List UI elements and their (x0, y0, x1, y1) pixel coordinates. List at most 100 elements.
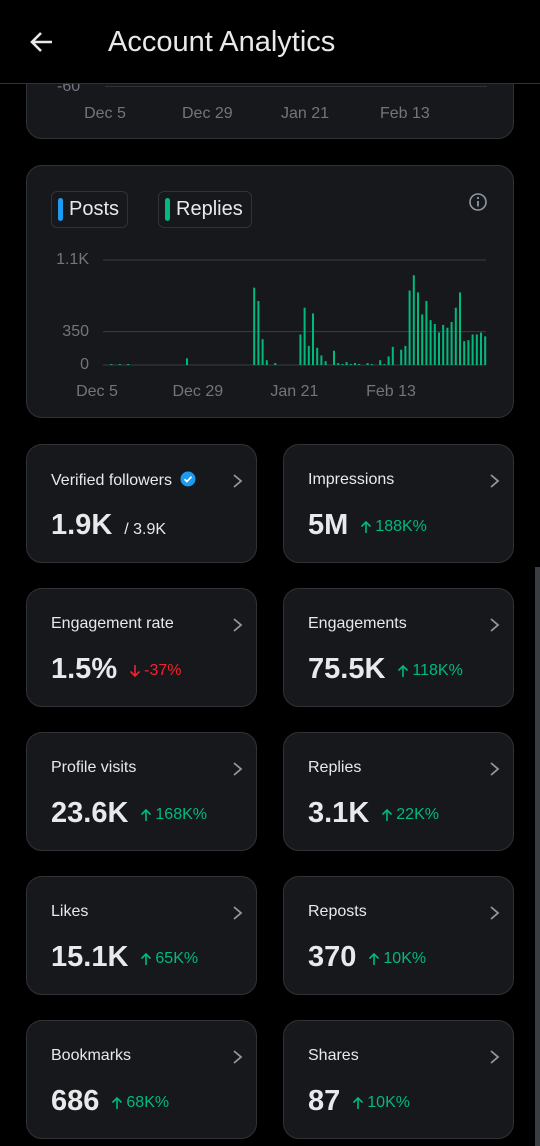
metric-value-row: 370 10K% (308, 941, 426, 974)
metric-value-row: 1.9K / 3.9K (51, 509, 166, 542)
change-arrow (130, 665, 141, 678)
bar (337, 363, 340, 365)
metric-change-text: -37% (144, 662, 182, 679)
bar (316, 347, 319, 365)
legend-swatch (58, 198, 63, 221)
metric-label: Engagements (308, 615, 407, 632)
change-arrow (141, 808, 152, 821)
change-arrow (369, 952, 380, 965)
bar (341, 364, 344, 365)
chart-card (26, 165, 514, 418)
bar (421, 314, 424, 365)
bar (459, 292, 461, 365)
change-arrow (141, 952, 152, 965)
grid-line (105, 86, 487, 87)
metric-label: Replies (308, 759, 362, 776)
metric-value-row: 75.5K 118K% (308, 653, 463, 686)
metric-card[interactable]: Likes 15.1K 65K% (26, 876, 257, 995)
chevron (490, 474, 500, 488)
bar (349, 364, 352, 365)
bar (475, 334, 478, 365)
legend-item[interactable]: Posts (51, 191, 129, 228)
back-button[interactable] (28, 28, 56, 56)
chevron (490, 1050, 500, 1064)
bar (454, 307, 457, 365)
change-arrow (398, 664, 409, 677)
bar (110, 364, 113, 365)
metric-card[interactable]: Reposts 370 10K% (283, 876, 514, 995)
chevron-box (230, 617, 244, 638)
metric-card[interactable]: Verified followers 1.9K / 3.9K (26, 444, 257, 563)
bar (425, 301, 428, 365)
bar (370, 364, 373, 365)
x-tick-label: Dec 29 (182, 105, 233, 122)
chevron (490, 906, 500, 920)
bar (379, 360, 382, 365)
verified-badge (180, 471, 196, 487)
metric-value: 87 (308, 1085, 341, 1117)
x-tick-label: Jan 21 (270, 383, 318, 400)
metric-card[interactable]: Bookmarks 686 68K% (26, 1020, 257, 1139)
y-tick-label: 0 (80, 356, 89, 373)
bar (429, 320, 432, 365)
metric-change-text: 68K% (126, 1094, 170, 1111)
metric-value-row: 87 10K% (308, 1085, 410, 1118)
info-icon[interactable] (468, 192, 488, 212)
legend-swatch (165, 198, 170, 221)
bar (400, 349, 403, 365)
bar (345, 362, 348, 365)
metric-change-text: 118K% (412, 662, 463, 679)
metric-card[interactable]: Shares 87 10K% (283, 1020, 514, 1139)
chevron-box (487, 1049, 501, 1070)
metric-card[interactable]: Replies 3.1K 22K% (283, 732, 514, 851)
chart: 0 350 1.1K Dec 5 Dec 29 Jan 21 Feb 13 (56, 251, 487, 400)
metric-value-row: 23.6K 168K% (51, 797, 207, 830)
x-tick-label: Jan 21 (281, 105, 330, 122)
bar (433, 323, 436, 365)
legend-item[interactable]: Replies (158, 191, 252, 228)
metric-change-text: 168K% (155, 806, 207, 823)
metric-value: 75.5K (308, 653, 386, 685)
chevron-box (230, 1049, 244, 1070)
bar (463, 341, 466, 365)
metric-change-text: 188K% (375, 518, 427, 535)
x-tick-label: Feb 13 (380, 105, 430, 122)
bar (391, 346, 394, 365)
bar (450, 322, 453, 365)
chevron-box (230, 473, 244, 494)
bar (383, 364, 386, 365)
bar (265, 360, 268, 365)
metric-change-text: 10K% (383, 950, 427, 967)
metric-change: 118K% (397, 662, 463, 680)
bar (404, 345, 407, 365)
metric-change: -37% (129, 662, 181, 680)
metric-card[interactable]: Impressions 5M 188K% (283, 444, 514, 563)
legend-label: Posts (69, 198, 120, 220)
metric-change: 10K% (352, 1094, 410, 1112)
chevron (490, 762, 500, 776)
metric-value-row: 15.1K 65K% (51, 941, 198, 974)
bar (118, 364, 121, 365)
metric-label: Profile visits (51, 759, 137, 776)
chevron (233, 474, 243, 488)
bar (320, 355, 323, 365)
metric-label: Bookmarks (51, 1047, 132, 1064)
bar (312, 313, 314, 365)
x-tick-label: Dec 29 (172, 383, 223, 400)
metric-change-text: 10K% (367, 1094, 410, 1111)
metric-card[interactable]: Profile visits 23.6K 168K% (26, 732, 257, 851)
bar (446, 327, 449, 365)
chevron-box (230, 761, 244, 782)
bar (412, 275, 415, 365)
bar (307, 345, 310, 365)
metric-value: 5M (308, 509, 349, 541)
bar (274, 363, 277, 365)
metric-value: 1.5% (51, 653, 118, 685)
metric-change: 65K% (140, 950, 198, 968)
bar (417, 292, 419, 365)
bar (480, 332, 482, 365)
header-title: Account Analytics (108, 26, 336, 58)
metric-card[interactable]: Engagement rate 1.5% -37% (26, 588, 257, 707)
metric-card[interactable]: Engagements 75.5K 118K% (283, 588, 514, 707)
